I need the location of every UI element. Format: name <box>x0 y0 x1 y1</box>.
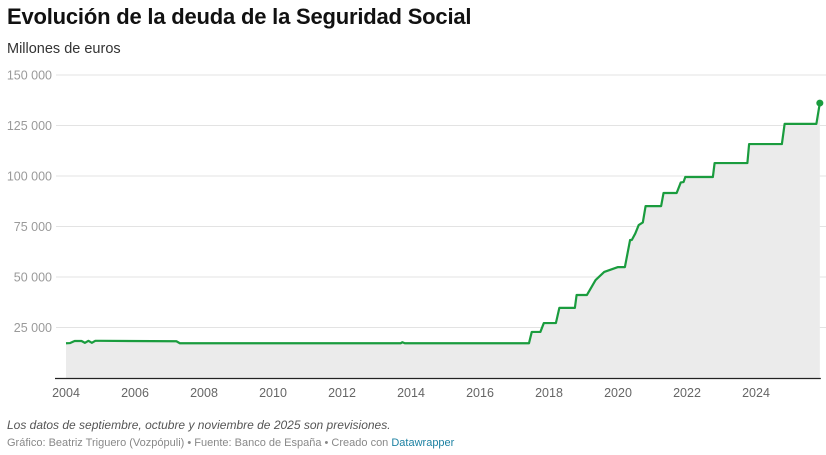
x-tick-label: 2014 <box>397 386 425 400</box>
y-tick-label: 100 000 <box>7 170 52 184</box>
last-point-marker <box>816 99 824 107</box>
datawrapper-link[interactable]: Datawrapper <box>391 437 455 449</box>
y-axis-ticks: 25 000 50 000 75 000 100 000 125 000 150 000 <box>7 69 52 336</box>
x-tick-label: 2020 <box>604 386 632 400</box>
x-tick-label: 2016 <box>466 386 494 400</box>
area-fill <box>66 103 820 378</box>
series-line <box>65 102 821 345</box>
chart-subtitle: Millones de euros <box>7 41 121 57</box>
x-tick-label: 2022 <box>673 386 701 400</box>
x-tick-label: 2010 <box>259 386 287 400</box>
y-tick-label: 150 000 <box>7 69 52 83</box>
x-tick-label: 2024 <box>742 386 770 400</box>
y-tick-label: 75 000 <box>14 220 52 234</box>
footnote: Los datos de septiembre, octubre y novie… <box>7 418 391 432</box>
x-tick-label: 2008 <box>190 386 218 400</box>
y-tick-label: 50 000 <box>14 271 52 285</box>
x-axis-ticks: 2004 2006 2008 2010 2012 2014 2016 2018 2020 2022… <box>52 386 770 400</box>
x-tick-label: 2006 <box>121 386 149 400</box>
x-tick-label: 2012 <box>328 386 356 400</box>
y-tick-label: 125 000 <box>7 119 52 133</box>
chart-title: Evolución de la deuda de la Seguridad So… <box>7 4 472 29</box>
y-tick-label: 25 000 <box>14 321 52 335</box>
credit-text: Gráfico: Beatriz Triguero (Vozpópuli) • … <box>7 437 392 449</box>
x-tick-label: 2004 <box>52 386 80 400</box>
x-tick-label: 2018 <box>535 386 563 400</box>
credits: Gráfico: Beatriz Triguero (Vozpópuli) • … <box>7 437 454 449</box>
